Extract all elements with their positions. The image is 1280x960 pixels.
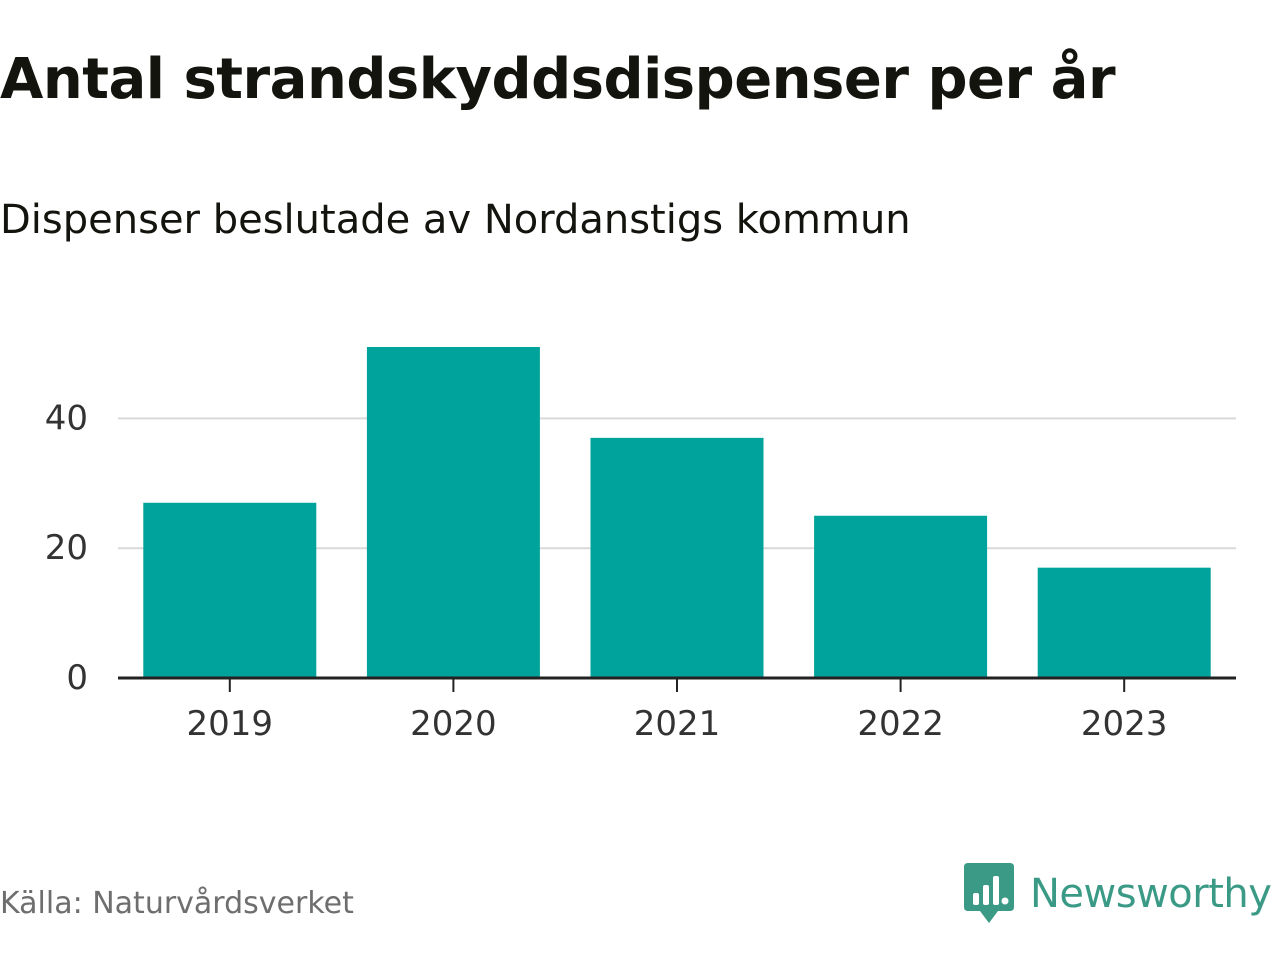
newsworthy-logo-icon xyxy=(964,863,1014,923)
x-tick-label: 2019 xyxy=(187,704,274,744)
x-tick-label: 2021 xyxy=(634,704,721,744)
brand: Newsworthy xyxy=(964,862,1272,926)
y-axis: 0 20 40 xyxy=(45,398,88,698)
y-tick-label: 0 xyxy=(66,658,88,698)
bar-2020 xyxy=(366,347,540,678)
bar-chart: 2019 2020 2021 2022 2023 0 20 40 xyxy=(45,347,1236,744)
x-tick-label: 2023 xyxy=(1081,704,1168,744)
bar-2022 xyxy=(814,515,988,678)
x-axis: 2019 2020 2021 2022 2023 xyxy=(118,676,1236,744)
bar-2019 xyxy=(143,502,317,678)
chart-title: Antal strandskyddsdispenser per år xyxy=(0,47,1116,112)
chart-subtitle: Dispenser beslutade av Nordanstigs kommu… xyxy=(0,197,911,243)
source-note: Källa: Naturvårdsverket xyxy=(0,886,354,921)
y-tick-label: 40 xyxy=(45,398,88,438)
bars xyxy=(143,347,1211,678)
bar-2021 xyxy=(590,437,764,678)
bar-2023 xyxy=(1037,567,1211,678)
x-tick-label: 2022 xyxy=(857,704,944,744)
brand-name: Newsworthy xyxy=(1030,871,1272,917)
x-tick-label: 2020 xyxy=(410,704,497,744)
y-tick-label: 20 xyxy=(45,528,88,568)
